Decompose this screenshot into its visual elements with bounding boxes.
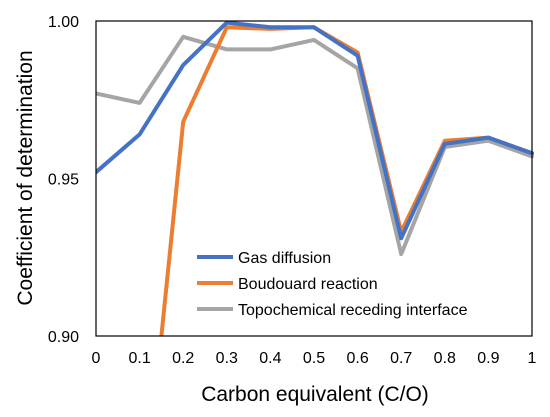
y-axis-title: Coefficient of determination bbox=[14, 50, 37, 305]
legend-label: Boudouard reaction bbox=[238, 276, 378, 293]
x-tick-label: 0.8 bbox=[434, 350, 456, 367]
axes bbox=[95, 20, 533, 337]
plot-area bbox=[96, 20, 534, 336]
x-tick-label: 0.7 bbox=[390, 350, 412, 367]
legend-label: Gas diffusion bbox=[238, 250, 331, 267]
x-tick-label: 1 bbox=[528, 350, 537, 367]
x-tick-label: 0.3 bbox=[216, 350, 238, 367]
x-tick-label: 0.4 bbox=[259, 350, 281, 367]
x-tick-label: 0.1 bbox=[128, 350, 150, 367]
y-tick-label: 0.90 bbox=[48, 329, 79, 346]
series-line bbox=[96, 20, 534, 241]
legend-label: Topochemical receding interface bbox=[238, 302, 468, 319]
x-tick-label: 0.9 bbox=[477, 350, 499, 367]
plot-frame bbox=[95, 20, 533, 337]
x-tick-label: 0.2 bbox=[172, 350, 194, 367]
series-line bbox=[96, 34, 534, 257]
legend: Gas diffusion Boudouard reaction Topochemi… bbox=[197, 250, 468, 319]
tick-labels: 0 0.1 0.2 0.3 0.4 0.5 0.6 0.7 0.8 0.9 1 0.90 0.95 1.0… bbox=[48, 14, 537, 367]
y-tick-label: 0.95 bbox=[48, 172, 79, 189]
y-tick-label: 1.00 bbox=[48, 14, 79, 31]
x-tick-label: 0 bbox=[92, 350, 101, 367]
x-axis-title: Carbon equivalent (C/O) bbox=[201, 383, 429, 406]
x-tick-label: 0.5 bbox=[303, 350, 325, 367]
x-tick-label: 0.6 bbox=[346, 350, 368, 367]
